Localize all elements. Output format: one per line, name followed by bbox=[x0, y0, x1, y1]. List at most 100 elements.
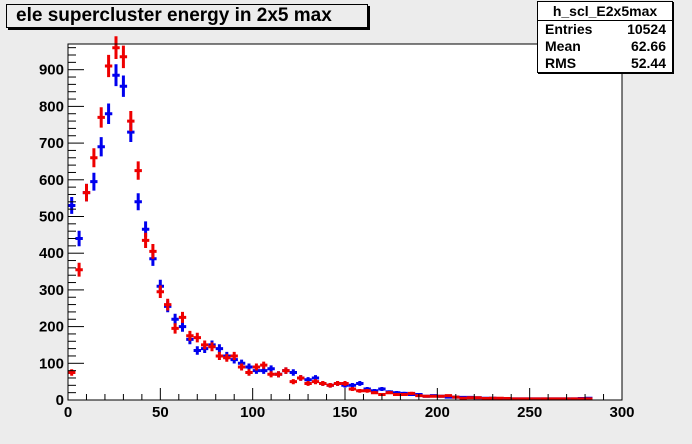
data-point bbox=[274, 371, 283, 378]
y-tick-label: 400 bbox=[39, 245, 64, 262]
data-point bbox=[90, 148, 98, 168]
data-point bbox=[570, 397, 578, 401]
data-point bbox=[311, 379, 320, 385]
data-point bbox=[348, 383, 357, 388]
data-point bbox=[104, 103, 113, 124]
stats-rms-label: RMS bbox=[545, 55, 577, 71]
data-point bbox=[393, 393, 401, 396]
data-point bbox=[208, 342, 216, 352]
data-point bbox=[319, 381, 327, 386]
data-point bbox=[304, 381, 312, 386]
data-point bbox=[171, 323, 179, 334]
data-point bbox=[149, 244, 157, 259]
y-tick-label: 800 bbox=[39, 98, 64, 115]
data-point bbox=[548, 397, 556, 401]
data-point bbox=[503, 397, 512, 400]
series-2 bbox=[68, 36, 593, 401]
data-point bbox=[193, 346, 201, 355]
data-point bbox=[466, 396, 475, 400]
data-point bbox=[75, 230, 83, 247]
data-point bbox=[289, 369, 297, 376]
x-tick-label: 200 bbox=[425, 404, 450, 421]
x-tick-label: 250 bbox=[517, 404, 542, 421]
data-point bbox=[164, 298, 172, 311]
data-point bbox=[119, 45, 128, 69]
data-point bbox=[297, 375, 305, 381]
stats-rms-value: 52.44 bbox=[630, 55, 666, 71]
data-point bbox=[348, 387, 357, 391]
data-point bbox=[134, 193, 142, 211]
data-point bbox=[459, 396, 467, 400]
y-tick-label: 100 bbox=[39, 355, 64, 372]
stats-mean-value: 62.66 bbox=[630, 38, 666, 54]
data-point bbox=[370, 391, 379, 395]
data-point bbox=[127, 111, 135, 132]
data-point bbox=[555, 397, 563, 401]
data-point bbox=[378, 387, 386, 391]
stats-entries-label: Entries bbox=[545, 21, 593, 37]
data-point bbox=[141, 232, 150, 248]
stats-box: h_scl_E2x5max Entries 10524 Mean 62.66 R… bbox=[537, 1, 673, 73]
y-tick-label: 600 bbox=[39, 172, 64, 189]
data-point bbox=[230, 351, 238, 360]
axes-layer: 0 50 100 150 200 250 300 0 100 200 300 400 500 600 700… bbox=[39, 43, 635, 421]
data-point bbox=[171, 313, 179, 325]
x-tick-label: 0 bbox=[64, 404, 72, 421]
stats-histogram-name: h_scl_E2x5max bbox=[538, 2, 672, 21]
data-point bbox=[518, 397, 526, 401]
x-tick-label: 150 bbox=[332, 404, 357, 421]
data-point bbox=[215, 351, 224, 360]
data-point bbox=[474, 396, 482, 400]
data-point bbox=[75, 262, 83, 277]
data-point bbox=[119, 75, 128, 97]
data-point bbox=[237, 363, 246, 371]
y-tick-label: 200 bbox=[39, 319, 64, 336]
data-point bbox=[540, 397, 549, 401]
data-point bbox=[252, 363, 261, 371]
data-point bbox=[267, 365, 275, 373]
stats-entries-value: 10524 bbox=[627, 21, 666, 37]
data-point bbox=[577, 397, 586, 401]
x-tick-label: 50 bbox=[152, 404, 169, 421]
y-tick-label: 900 bbox=[39, 62, 64, 79]
stats-entries-row: Entries 10524 bbox=[538, 21, 672, 38]
data-point bbox=[260, 361, 268, 369]
data-point bbox=[97, 137, 105, 157]
data-point bbox=[326, 383, 334, 388]
data-point bbox=[429, 394, 438, 398]
data-point bbox=[186, 330, 194, 341]
y-tick-label: 700 bbox=[39, 135, 64, 152]
data-point bbox=[289, 379, 297, 385]
data-point bbox=[134, 161, 142, 180]
data-point bbox=[363, 389, 371, 393]
data-point bbox=[215, 344, 224, 353]
data-point bbox=[407, 391, 416, 395]
series-layer bbox=[68, 36, 593, 401]
plot-area bbox=[68, 44, 622, 400]
data-point bbox=[82, 183, 91, 202]
data-point bbox=[156, 285, 164, 298]
data-point bbox=[112, 36, 120, 59]
data-point bbox=[112, 64, 120, 87]
data-point bbox=[178, 311, 187, 323]
data-point bbox=[400, 393, 408, 396]
stats-rms-row: RMS 52.44 bbox=[538, 55, 672, 72]
y-tick-label: 300 bbox=[39, 282, 64, 299]
data-point bbox=[356, 389, 364, 393]
data-point bbox=[585, 397, 593, 401]
data-point bbox=[341, 381, 349, 386]
data-point bbox=[481, 397, 489, 400]
data-point bbox=[193, 332, 201, 343]
x-tick-label: 300 bbox=[609, 404, 634, 421]
stats-mean-label: Mean bbox=[545, 38, 581, 54]
data-point bbox=[104, 54, 113, 78]
data-point bbox=[496, 396, 504, 400]
data-point bbox=[437, 394, 445, 398]
y-tick-label: 0 bbox=[56, 392, 64, 409]
data-point bbox=[267, 371, 275, 378]
data-point bbox=[333, 381, 342, 386]
x-tick-label: 100 bbox=[240, 404, 265, 421]
data-point bbox=[178, 321, 187, 332]
